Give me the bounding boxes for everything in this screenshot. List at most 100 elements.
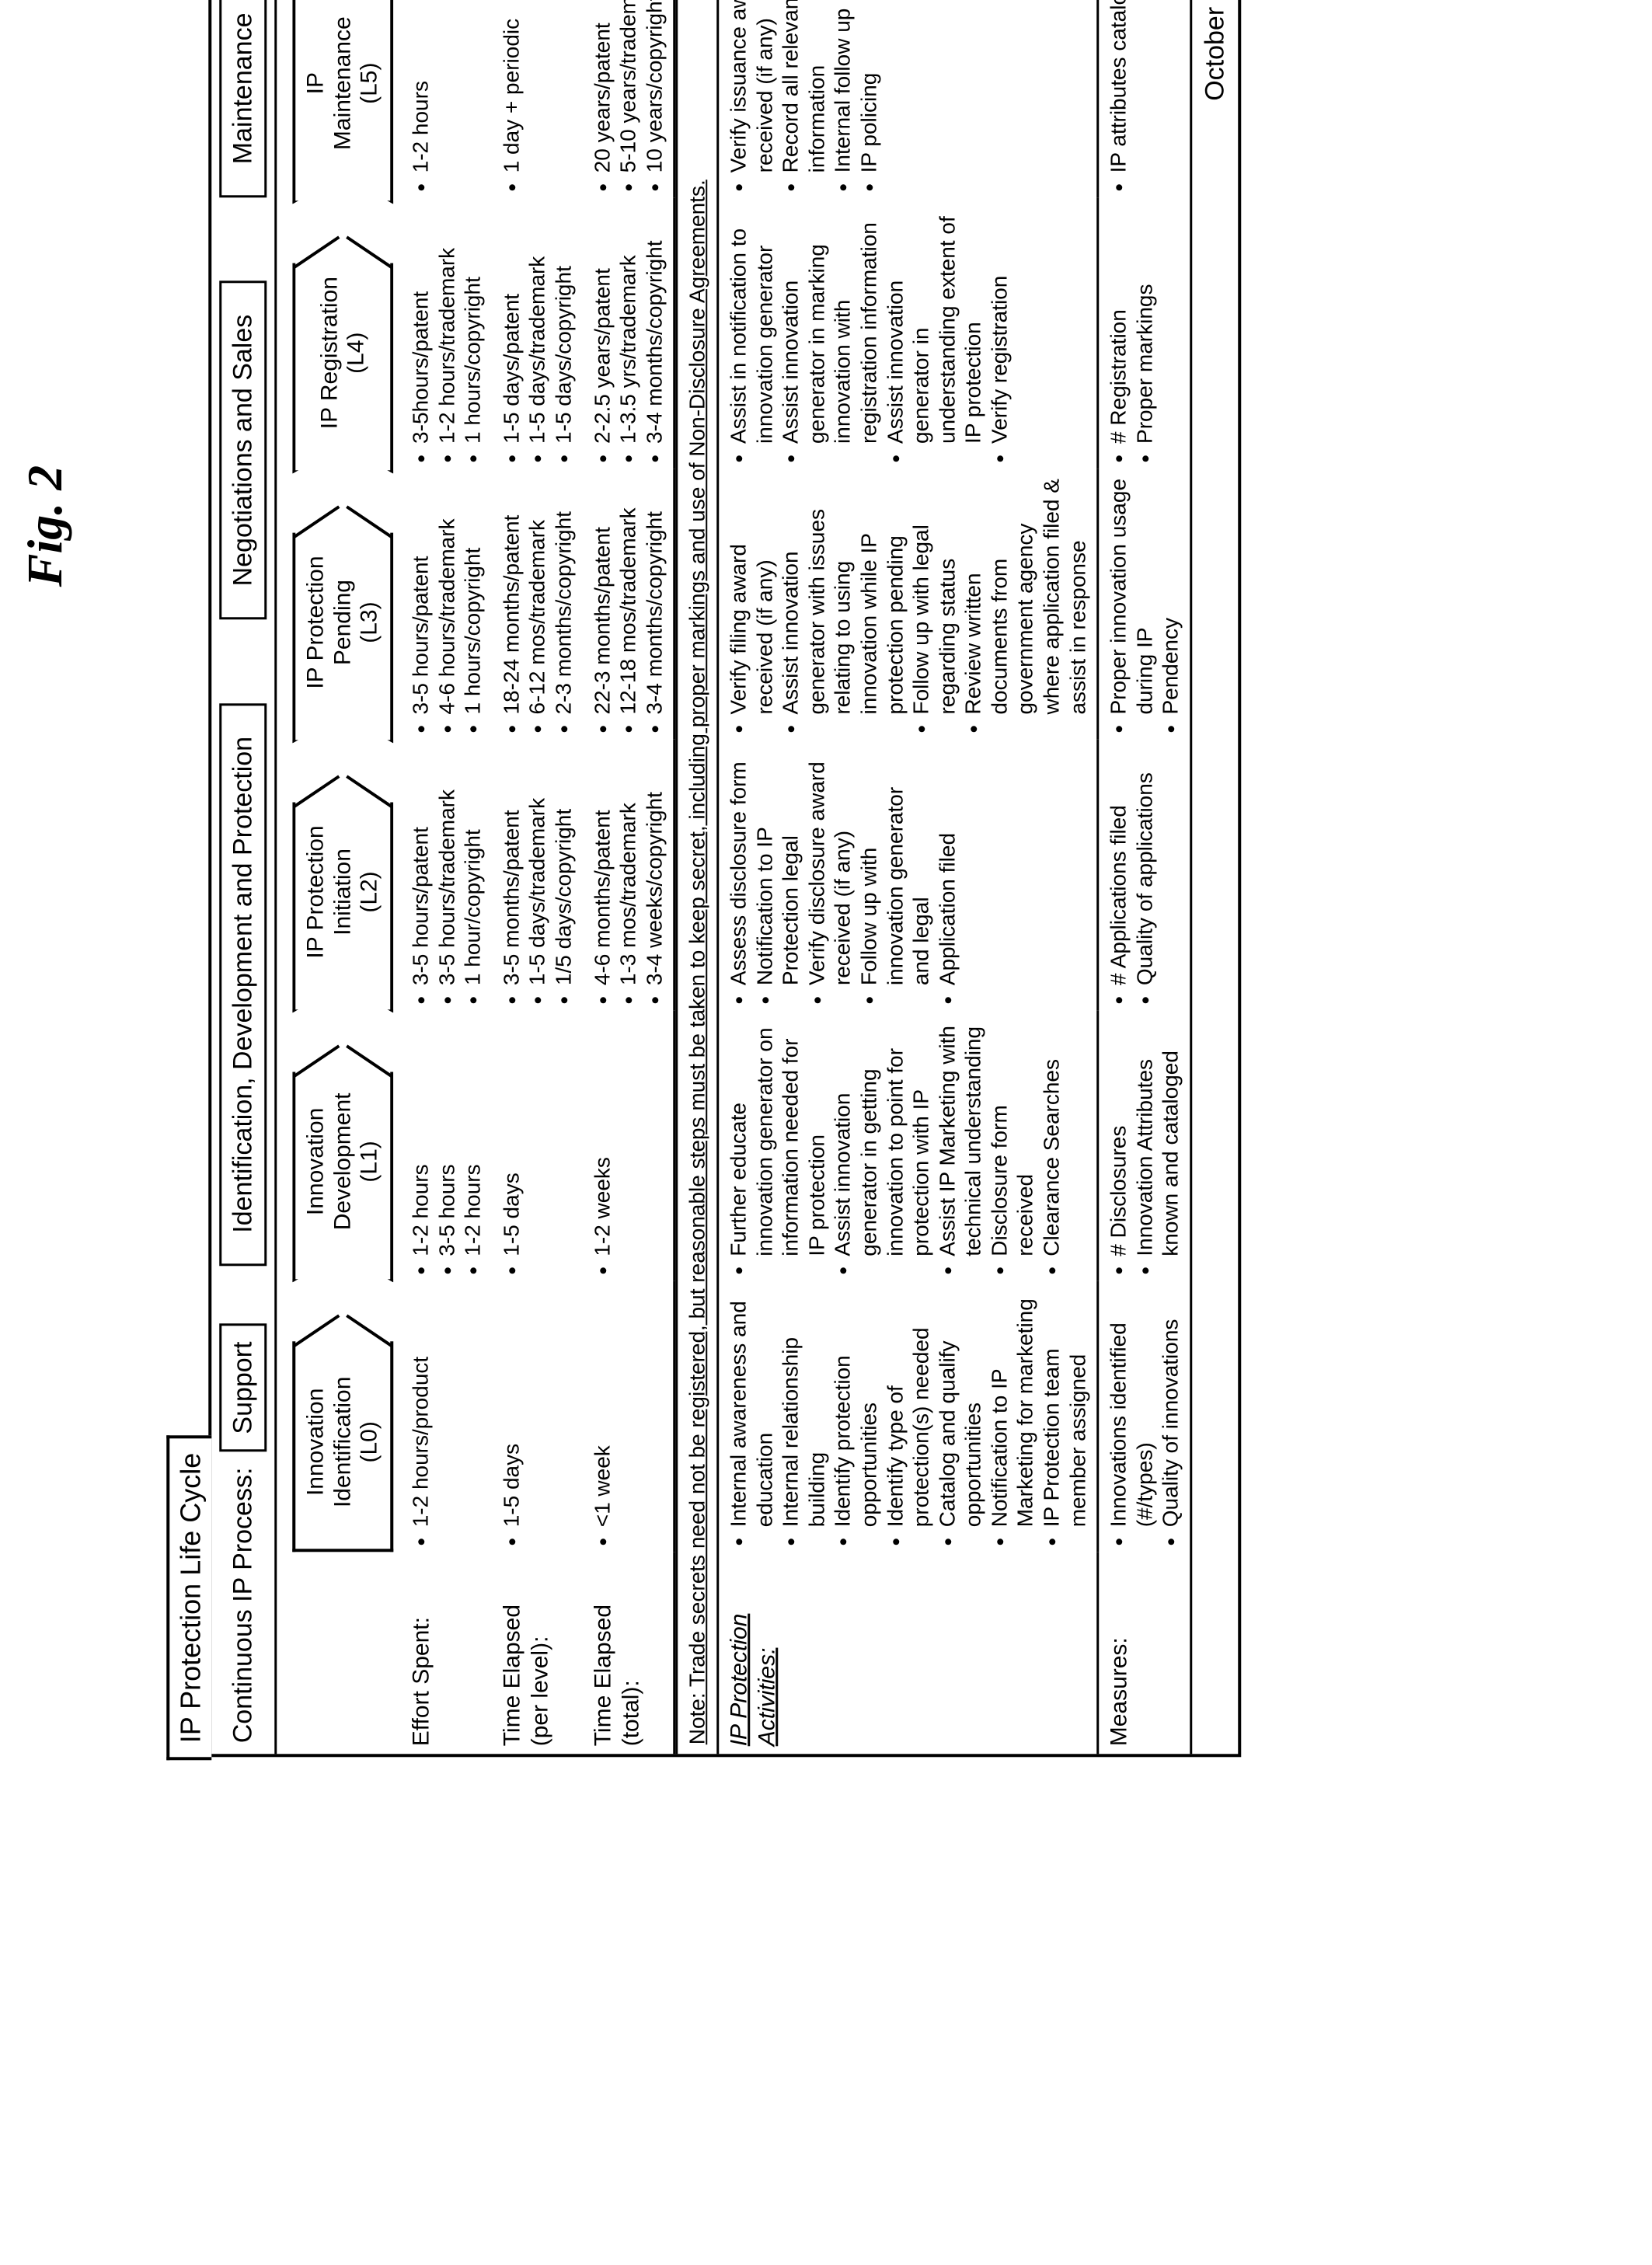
stage-chevron: InnovationIdentification(L0) xyxy=(293,1313,394,1552)
list-item: IP attributes cataloged xyxy=(1106,0,1132,172)
data-cell: 1-5 days/patent1-5 days/trademark1-5 day… xyxy=(493,197,584,469)
stage-body: IP ProtectionInitiation(L2) xyxy=(293,803,394,1013)
list-item: Internal follow up xyxy=(830,0,856,172)
stage-chevron: IP ProtectionPending(L3) xyxy=(293,505,394,744)
list-item: 1-2 hours/product xyxy=(408,1289,434,1528)
stage-body: InnovationIdentification(L0) xyxy=(293,1341,394,1552)
list-item: Further educate innovation generator on … xyxy=(726,1018,830,1256)
list-item: Record all relevant IP information xyxy=(778,0,830,172)
main-frame: Continuous IP Process: Support Identific… xyxy=(209,0,1242,1757)
list-item: Verify filing award received (if any) xyxy=(726,476,778,715)
list-item: 1-2 hours xyxy=(460,1018,486,1256)
page-title: IP Protection Life Cycle xyxy=(167,1436,212,1761)
data-cell: 3-5 months/patent1-5 days/trademark1/5 d… xyxy=(493,740,584,1011)
list-item: 1 hours/copyright xyxy=(460,476,486,715)
list-item: 3-4 months/copyright xyxy=(641,476,667,715)
list-item: Proper markings xyxy=(1132,205,1159,444)
list-item: 6-12 mos/trademark xyxy=(525,476,551,715)
list-item: 1-5 days xyxy=(499,1289,525,1528)
data-cell: 3-5 hours/patent3-5 hours/trademark1 hou… xyxy=(402,740,493,1011)
list-item: 20 years/patent xyxy=(589,0,615,172)
stage-chevron: InnovationDevelopment(L1) xyxy=(293,1044,394,1282)
list-item: Application filed xyxy=(934,747,960,986)
list-item: # Registration xyxy=(1106,205,1132,444)
footer: October 1999 xyxy=(1190,0,1239,1754)
list-item: Verify issuance award received (if any) xyxy=(726,0,778,172)
data-cell: 1-2 hours3-5 hours1-2 hours xyxy=(402,1010,493,1281)
list-item: Assist innovation generator with issues … xyxy=(778,476,908,715)
list-item: Assist in notification to innovation gen… xyxy=(726,205,778,444)
list-item: Identify protection opportunities xyxy=(830,1289,882,1528)
row-label: Measures: xyxy=(1097,1552,1190,1754)
list-item: 1-3.5 yrs/trademark xyxy=(615,205,642,444)
list-item: 3-5 hours xyxy=(434,1018,460,1256)
data-cell: IP attributes cataloged xyxy=(1097,0,1190,197)
list-item: # Applications filed xyxy=(1106,747,1132,986)
process-label: Continuous IP Process: xyxy=(228,1468,259,1744)
list-item: 3-4 months/copyright xyxy=(641,205,667,444)
row-label: Effort Spent: xyxy=(402,1552,493,1754)
list-item: Quality of innovations xyxy=(1158,1289,1184,1528)
list-item: Proper innovation usage during IP xyxy=(1106,476,1158,715)
list-item: 5-10 years/trademark xyxy=(615,0,642,172)
stage-body: InnovationDevelopment(L1) xyxy=(293,1072,394,1282)
list-item: Assist innovation generator in getting i… xyxy=(830,1018,934,1256)
list-item: IP policing xyxy=(856,0,883,172)
data-cell: Internal awareness and educationInternal… xyxy=(720,1281,1097,1552)
list-item: 18-24 months/patent xyxy=(499,476,525,715)
phase-support: Support xyxy=(220,1324,267,1452)
list-item: 10 years/copyright xyxy=(641,0,667,172)
list-item: Catalog and qualify opportunities xyxy=(934,1289,986,1528)
list-item: 12-18 mos/trademark xyxy=(615,476,642,715)
data-cell: 1-2 weeks xyxy=(583,1010,676,1281)
data-cell: <1 week xyxy=(583,1281,676,1552)
list-item: 3-5 hours/patent xyxy=(408,747,434,986)
list-item: 22-3 months/patent xyxy=(589,476,615,715)
list-item: 3-5 months/patent xyxy=(499,747,525,986)
list-item: Verify registration xyxy=(987,205,1013,444)
list-item: IP Protection team member assigned xyxy=(1039,1289,1091,1528)
data-cell: 1-5 days xyxy=(493,1281,584,1552)
list-item: Disclosure form received xyxy=(987,1018,1039,1256)
list-item: Quality of applications xyxy=(1132,747,1159,986)
data-cell: 20 years/patent5-10 years/trademark10 ye… xyxy=(583,0,676,197)
list-item: Internal relationship building xyxy=(778,1289,830,1528)
list-item: # Disclosures xyxy=(1106,1018,1132,1256)
list-item: 1-3 mos/trademark xyxy=(615,747,642,986)
data-cell: 3-5 hours/patent4-6 hours/trademark1 hou… xyxy=(402,469,493,740)
list-item: Follow up with innovation generator and … xyxy=(856,747,935,986)
list-item: 3-5 hours/patent xyxy=(408,476,434,715)
list-item: Assist IP Marketing with technical under… xyxy=(934,1018,986,1256)
stage-body: IPMaintenance(L5) xyxy=(293,0,394,204)
stage-body: IP ProtectionPending(L3) xyxy=(293,533,394,744)
list-item: 4-6 months/patent xyxy=(589,747,615,986)
row-label: Time Elapsed (total): xyxy=(583,1552,676,1754)
list-item: 1-5 days xyxy=(499,1018,525,1256)
data-cell: 1 day + periodic xyxy=(493,0,584,197)
phase-maintenance: Maintenance xyxy=(220,0,267,197)
data-cell: # DisclosuresInnovation Attributes known… xyxy=(1097,1010,1190,1281)
stage-chevron: IPMaintenance(L5) xyxy=(293,0,394,204)
list-item: Review written documents from government… xyxy=(960,476,1091,715)
list-item: 1-5 days/trademark xyxy=(525,205,551,444)
list-item: Notification to IP Protection legal xyxy=(751,747,803,986)
data-cell: Assess disclosure formNotification to IP… xyxy=(720,740,1097,1011)
list-item: 1 hours/copyright xyxy=(460,205,486,444)
list-item: 2-3 months/copyright xyxy=(551,476,577,715)
list-item: <1 week xyxy=(589,1289,615,1528)
data-cell: 18-24 months/patent6-12 mos/trademark2-3… xyxy=(493,469,584,740)
data-cell: Verify filing award received (if any)Ass… xyxy=(720,469,1097,740)
data-cell: # RegistrationProper markings xyxy=(1097,197,1190,469)
list-item: 4-6 hours/trademark xyxy=(434,476,460,715)
list-item: 1 day + periodic xyxy=(499,0,525,172)
list-item: 3-5hours/patent xyxy=(408,205,434,444)
list-item: 1-5 days/patent xyxy=(499,205,525,444)
figure-label: Fig. 2 xyxy=(16,465,74,587)
list-item: Verify disclosure award received (if any… xyxy=(803,747,856,986)
list-item: Notification to IP Marketing for marketi… xyxy=(987,1289,1039,1528)
data-cell: 22-3 months/patent12-18 mos/trademark3-4… xyxy=(583,469,676,740)
data-cell: Verify issuance award received (if any)R… xyxy=(720,0,1097,197)
stage-chevron: IP ProtectionInitiation(L2) xyxy=(293,775,394,1013)
list-item: 2-2.5 years/patent xyxy=(589,205,615,444)
data-cell: 1-2 hours/product xyxy=(402,1281,493,1552)
